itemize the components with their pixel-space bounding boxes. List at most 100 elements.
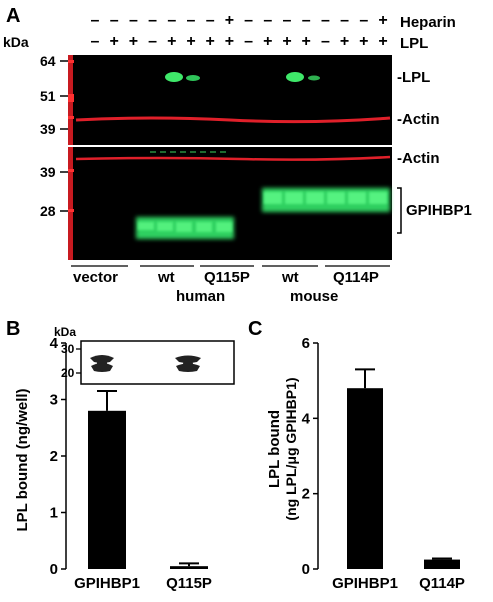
y-tick-label: 4 [302, 410, 311, 427]
lpl-mark: + [206, 33, 215, 50]
lpl-row-label: LPL [400, 35, 428, 52]
heparin-mark: + [225, 12, 234, 29]
lpl-mark: + [263, 33, 272, 50]
species-human: human [176, 288, 225, 305]
bar [170, 566, 208, 569]
panel-c-label: C [248, 318, 262, 340]
lane-group-vector: vector [73, 269, 118, 286]
ladder-band [68, 169, 74, 172]
lpl-mark: + [359, 33, 368, 50]
inset-tick-20: 20 [61, 366, 75, 380]
heparin-mark: – [110, 12, 119, 29]
heparin-mark: – [148, 12, 157, 29]
heparin-mark: – [91, 12, 100, 29]
lpl-mark: + [340, 33, 349, 50]
x-category-label: Q115P [166, 575, 212, 592]
y-tick-label: 2 [50, 448, 58, 465]
heparin-row: – – – – – – – + – – – – – – – + [91, 12, 388, 29]
lpl-mark: + [282, 33, 291, 50]
actin-band-label-bottom: -Actin [397, 150, 440, 167]
kda-label: kDa [3, 34, 29, 50]
bar [88, 410, 126, 569]
ladder-band [68, 60, 74, 63]
y-tick-label: 0 [50, 561, 58, 578]
y-tick-label: 1 [50, 505, 58, 522]
actin-band-top [75, 116, 391, 124]
heparin-mark: – [187, 12, 196, 29]
bar [424, 559, 460, 569]
ladder-band [68, 209, 74, 212]
bar [347, 388, 383, 569]
y-tick-label: 2 [302, 486, 310, 503]
heparin-mark: – [340, 12, 349, 29]
y-tick-label: 4 [50, 335, 59, 352]
lane-group-mouse-wt: wt [281, 269, 299, 286]
marker-39-bottom: 39 [40, 164, 56, 180]
lpl-mark: + [186, 33, 195, 50]
heparin-mark: – [302, 12, 311, 29]
lpl-mark: + [225, 33, 234, 50]
lpl-band-label: -LPL [397, 69, 430, 86]
lpl-mark: – [321, 33, 330, 50]
heparin-mark: – [206, 12, 215, 29]
heparin-mark: – [244, 12, 253, 29]
lane-group-q114p: Q114P [333, 269, 379, 286]
x-category-label: GPIHBP1 [332, 575, 398, 592]
chart-b: 0 1 2 3 4 GPIHBP1 Q115P [50, 335, 212, 592]
heparin-mark: – [167, 12, 176, 29]
chart-b-ylabel: LPL bound (ng/well) [14, 388, 31, 531]
heparin-mark: – [129, 12, 138, 29]
x-category-label: GPIHBP1 [74, 575, 140, 592]
gpihbp1-human-lanes [138, 222, 232, 232]
heparin-mark: + [378, 12, 387, 29]
chart-c-ylabel-line1: LPL bound [266, 410, 283, 488]
y-tick-label: 6 [302, 335, 310, 352]
marker-39: 39 [40, 121, 56, 137]
chart-c-ylabel-line2: (ng LPL/μg GPIHBP1) [283, 377, 299, 520]
marker-64: 64 [40, 53, 56, 69]
lpl-mark: + [110, 33, 119, 50]
ladder-band [68, 116, 74, 119]
y-tick-label: 3 [50, 392, 58, 409]
x-category-label: Q114P [419, 575, 465, 592]
inset-kda-label: kDa [54, 325, 76, 339]
lpl-band [308, 75, 320, 81]
lpl-mark: + [167, 33, 176, 50]
lpl-band [286, 72, 304, 82]
gpihbp1-mouse-lanes [264, 192, 387, 204]
inset-band-gpihbp1 [90, 355, 114, 372]
lpl-mark: + [129, 33, 138, 50]
ladder-bottom [68, 147, 73, 260]
actin-band-label-top: -Actin [397, 111, 440, 128]
lpl-row: – + + – + + + + – + + + – + + + [91, 33, 388, 50]
lpl-band [165, 72, 183, 82]
lpl-mark: – [148, 33, 157, 50]
inset-tick-30: 30 [61, 342, 75, 356]
lpl-mark: + [378, 33, 387, 50]
y-tick-label: 0 [302, 561, 310, 578]
heparin-mark: – [321, 12, 330, 29]
blot-top [68, 55, 392, 145]
panel-b-label: B [6, 318, 20, 340]
actin-band-bottom [75, 155, 391, 161]
ladder-band [68, 94, 74, 102]
marker-28: 28 [40, 203, 56, 219]
heparin-mark: – [359, 12, 368, 29]
lane-group-q115p: Q115P [204, 269, 250, 286]
gpihbp1-bracket [397, 187, 402, 234]
lpl-mark: + [302, 33, 311, 50]
heparin-row-label: Heparin [400, 14, 456, 31]
marker-51: 51 [40, 88, 56, 104]
heparin-mark: – [283, 12, 292, 29]
lpl-mark: – [91, 33, 100, 50]
panel-a-label: A [6, 5, 20, 27]
heparin-mark: – [263, 12, 272, 29]
chart-c: 0 2 4 6 GPIHBP1 Q114P [302, 335, 465, 592]
lpl-band [186, 75, 200, 81]
lpl-mark: – [244, 33, 253, 50]
gpihbp1-mouse-bands [262, 188, 390, 212]
inset-band-q115p [175, 355, 201, 372]
species-mouse: mouse [290, 288, 338, 305]
gpihbp1-band-label: GPIHBP1 [406, 202, 472, 219]
